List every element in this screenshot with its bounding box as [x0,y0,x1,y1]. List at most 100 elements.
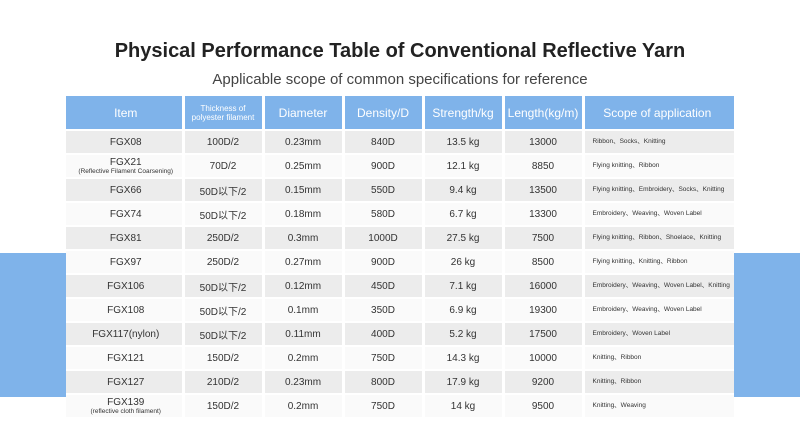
cell-density: 400D [341,321,423,346]
cell-diameter: 0.23mm [261,129,343,154]
item-name: FGX74 [109,208,142,220]
row-edge-right [730,201,734,226]
row-edge-left [66,153,70,178]
cell-diameter: 0.12mm [261,273,343,298]
cell-length: 8850 [501,153,583,178]
cell-diameter: 0.23mm [261,369,343,394]
cell-item: FGX121 [70,345,183,370]
row-edge-right [730,345,734,370]
cell-density: 900D [341,249,423,274]
item-name: FGX08 [109,136,142,148]
table-body: FGX08 100D/2 0.23mm 840D 13.5 kg 13000 Ribbon、… [66,129,734,417]
header-diameter: Diameter [261,96,343,130]
cell-item: FGX21 (Reflective Filament Coarsening) [70,153,183,178]
cell-item: FGX108 [70,297,183,322]
row-edge-left [66,345,70,370]
cell-strength: 12.1 kg [421,153,503,178]
item-name: FGX21 [109,157,142,168]
cell-item: FGX106 [70,273,183,298]
row-edge-left [66,297,70,322]
row-edge-right [730,297,734,322]
item-name: FGX106 [107,280,145,292]
header-length: Length(kg/m) [501,96,583,130]
row-edge-right [730,249,734,274]
cell-strength: 26 kg [421,249,503,274]
item-name: FGX66 [109,184,142,196]
cell-length: 9200 [501,369,583,394]
row-edge-left [66,225,70,250]
cell-scope: Flying knitting、Ribbon、Shoelace、Knitting [581,225,730,250]
cell-length: 13500 [501,177,583,202]
row-edge-left [66,369,70,394]
item-name: FGX139 [107,397,145,408]
cell-thickness: 50D以下/2 [181,321,263,346]
cell-length: 17500 [501,321,583,346]
cell-thickness: 50D以下/2 [181,177,263,202]
cell-density: 450D [341,273,423,298]
cell-strength: 13.5 kg [421,129,503,154]
cell-thickness: 50D以下/2 [181,201,263,226]
cell-item: FGX117(nylon) [70,321,183,346]
cell-scope: Flying knitting、Ribbon [581,153,730,178]
cell-item: FGX81 [70,225,183,250]
cell-scope: Embroidery、Woven Label [581,321,730,346]
cell-scope: Embroidery、Weaving、Woven Label [581,297,730,322]
cell-strength: 6.7 kg [421,201,503,226]
cell-thickness: 70D/2 [181,153,263,178]
cell-diameter: 0.2mm [261,393,343,417]
row-edge-left [66,273,70,298]
cell-diameter: 0.1mm [261,297,343,322]
page-subtitle: Applicable scope of common specification… [212,71,588,88]
table-row: FGX106 50D以下/2 0.12mm 450D 7.1 kg 16000 Embroi… [66,273,734,298]
table-row: FGX74 50D以下/2 0.18mm 580D 6.7 kg 13300 Embroid… [66,201,734,226]
header-strength: Strength/kg [421,96,503,130]
row-edge-left [66,201,70,226]
row-edge-left [66,393,70,417]
row-edge-right [730,177,734,202]
cell-density: 580D [341,201,423,226]
header-item: Item [70,96,183,130]
cell-thickness: 100D/2 [181,129,263,154]
cell-density: 900D [341,153,423,178]
cell-diameter: 0.18mm [261,201,343,226]
cell-density: 1000D [341,225,423,250]
row-edge-left [66,321,70,346]
cell-density: 800D [341,369,423,394]
row-edge-right [730,273,734,298]
cell-length: 8500 [501,249,583,274]
cell-item: FGX139 (reflective cloth filament) [70,393,183,417]
cell-diameter: 0.27mm [261,249,343,274]
header-edge-left [66,96,70,130]
cell-length: 13300 [501,201,583,226]
cell-length: 16000 [501,273,583,298]
table-header-row: Item Thickness of polyester filament Dia… [66,96,734,130]
cell-length: 10000 [501,345,583,370]
cell-item: FGX97 [70,249,183,274]
row-edge-right [730,393,734,417]
cell-scope: Embroidery、Weaving、Woven Label、Knitting [581,273,730,298]
cell-strength: 7.1 kg [421,273,503,298]
cell-thickness: 150D/2 [181,393,263,417]
item-note: (Reflective Filament Coarsening) [78,168,174,175]
cell-item: FGX74 [70,201,183,226]
row-edge-right [730,321,734,346]
table-row: FGX08 100D/2 0.23mm 840D 13.5 kg 13000 Ribbon、… [66,129,734,154]
cell-thickness: 50D以下/2 [181,297,263,322]
cell-strength: 14.3 kg [421,345,503,370]
row-edge-left [66,129,70,154]
cell-thickness: 50D以下/2 [181,273,263,298]
table-row: FGX127 210D/2 0.23mm 800D 17.9 kg 9200 Knittin… [66,369,734,394]
item-name: FGX121 [107,352,145,364]
cell-item: FGX127 [70,369,183,394]
item-note: (reflective cloth filament) [90,408,161,415]
cell-diameter: 0.11mm [261,321,343,346]
cell-strength: 27.5 kg [421,225,503,250]
table-row: FGX108 50D以下/2 0.1mm 350D 6.9 kg 19300 Embroid… [66,297,734,322]
cell-scope: Knitting、Ribbon [581,345,730,370]
item-name: FGX127 [107,376,145,388]
spec-table: Item Thickness of polyester filament Dia… [66,96,734,417]
cell-strength: 14 kg [421,393,503,417]
header-thickness: Thickness of polyester filament [181,96,263,130]
cell-length: 9500 [501,393,583,417]
cell-strength: 6.9 kg [421,297,503,322]
